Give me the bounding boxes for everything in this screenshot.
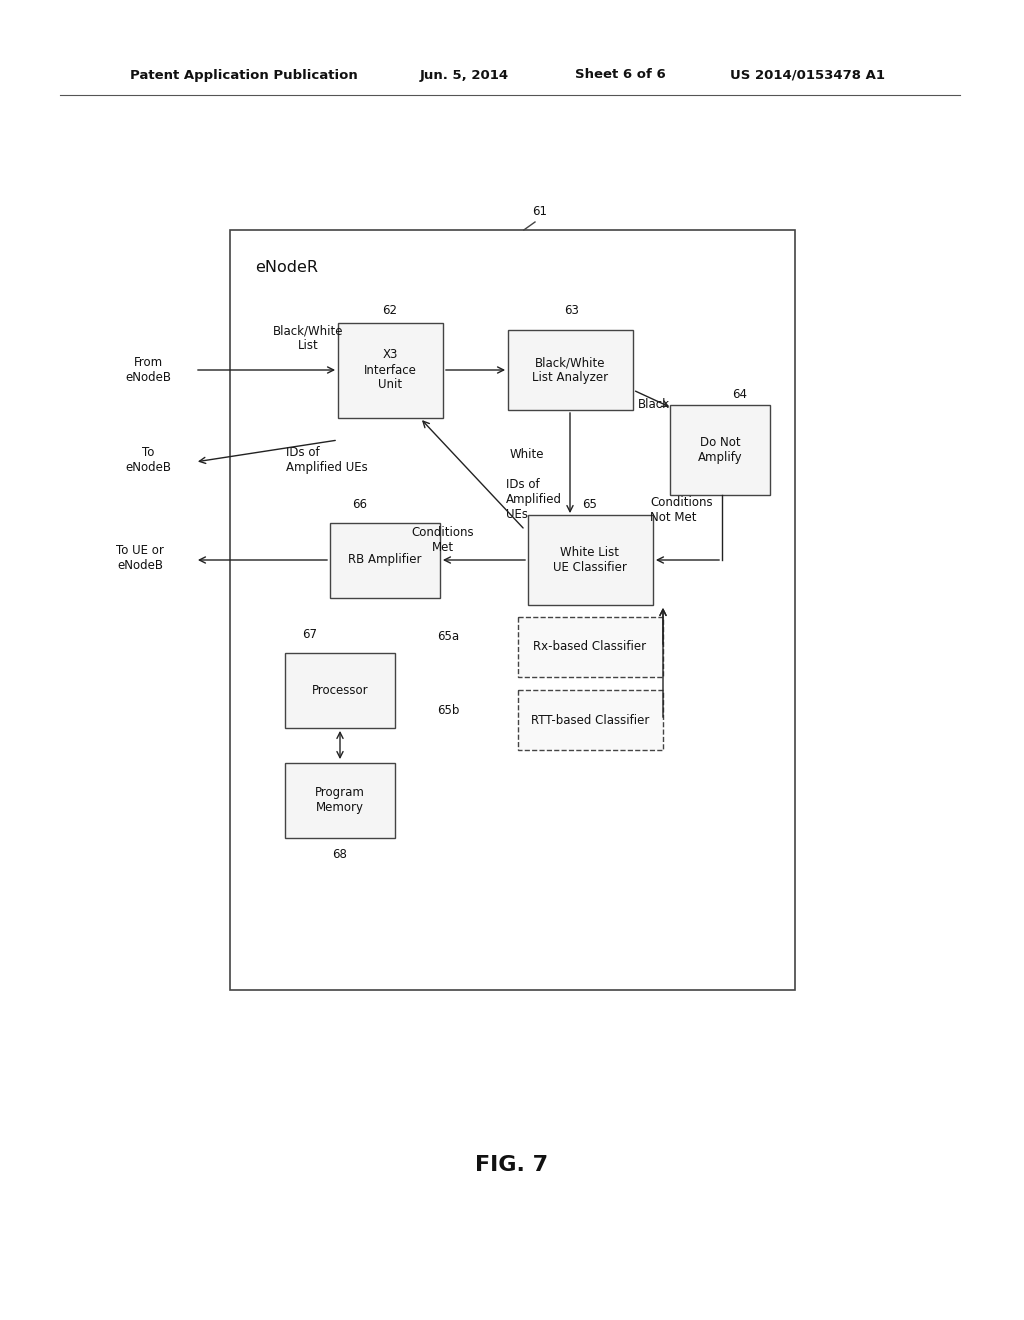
Text: Conditions
Met: Conditions Met (412, 525, 474, 554)
Text: 65a: 65a (437, 630, 459, 643)
Text: RTT-based Classifier: RTT-based Classifier (530, 714, 649, 726)
Text: 63: 63 (564, 304, 580, 317)
Bar (338, 322, 442, 417)
Text: RB Amplifier: RB Amplifier (348, 553, 422, 566)
Text: 61: 61 (532, 205, 548, 218)
Text: Program
Memory: Program Memory (315, 785, 365, 814)
Text: From
eNodeB: From eNodeB (125, 356, 171, 384)
Text: White List
UE Classifier: White List UE Classifier (553, 546, 627, 574)
Text: Black: Black (638, 399, 670, 412)
Text: Conditions
Not Met: Conditions Not Met (650, 496, 713, 524)
Text: 64: 64 (732, 388, 748, 401)
Text: FIG. 7: FIG. 7 (475, 1155, 549, 1175)
Text: Jun. 5, 2014: Jun. 5, 2014 (420, 69, 509, 82)
Bar (517, 616, 663, 677)
Text: To
eNodeB: To eNodeB (125, 446, 171, 474)
Text: Do Not
Amplify: Do Not Amplify (697, 436, 742, 465)
Bar (285, 763, 395, 837)
Text: Black/White
List Analyzer: Black/White List Analyzer (531, 356, 608, 384)
Text: 66: 66 (352, 499, 368, 511)
Text: Rx-based Classifier: Rx-based Classifier (534, 640, 646, 653)
Text: 68: 68 (333, 849, 347, 862)
Text: Black/White
List: Black/White List (272, 323, 343, 352)
Bar (330, 523, 440, 598)
Text: Processor: Processor (311, 684, 369, 697)
Text: 65: 65 (583, 499, 597, 511)
Text: 62: 62 (383, 304, 397, 317)
Bar (508, 330, 633, 411)
Text: Patent Application Publication: Patent Application Publication (130, 69, 357, 82)
Text: To UE or
eNodeB: To UE or eNodeB (116, 544, 164, 572)
Text: 67: 67 (302, 628, 317, 642)
Text: IDs of
Amplified UEs: IDs of Amplified UEs (286, 446, 368, 474)
Bar (670, 405, 770, 495)
Text: White: White (510, 449, 545, 462)
Bar (527, 515, 652, 605)
Text: X3
Interface
Unit: X3 Interface Unit (364, 348, 417, 392)
Text: US 2014/0153478 A1: US 2014/0153478 A1 (730, 69, 885, 82)
Bar (517, 690, 663, 750)
Text: eNodeR: eNodeR (255, 260, 318, 275)
Bar (230, 230, 795, 990)
Text: 65b: 65b (437, 704, 459, 717)
Text: IDs of
Amplified
UEs: IDs of Amplified UEs (506, 479, 562, 521)
Bar (285, 652, 395, 727)
Text: Sheet 6 of 6: Sheet 6 of 6 (575, 69, 666, 82)
